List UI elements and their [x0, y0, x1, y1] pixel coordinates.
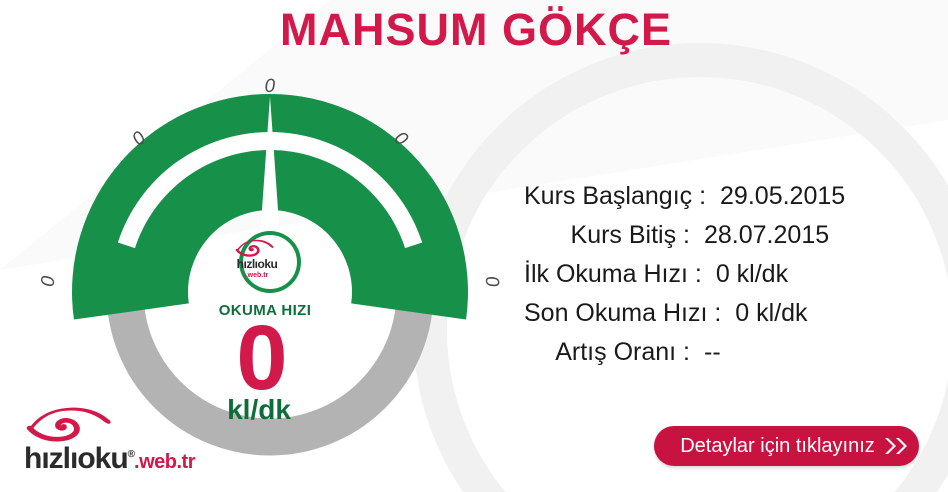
svg-text:0: 0 [38, 275, 60, 288]
svg-text:0: 0 [264, 76, 276, 97]
svg-text:0: 0 [480, 275, 502, 288]
